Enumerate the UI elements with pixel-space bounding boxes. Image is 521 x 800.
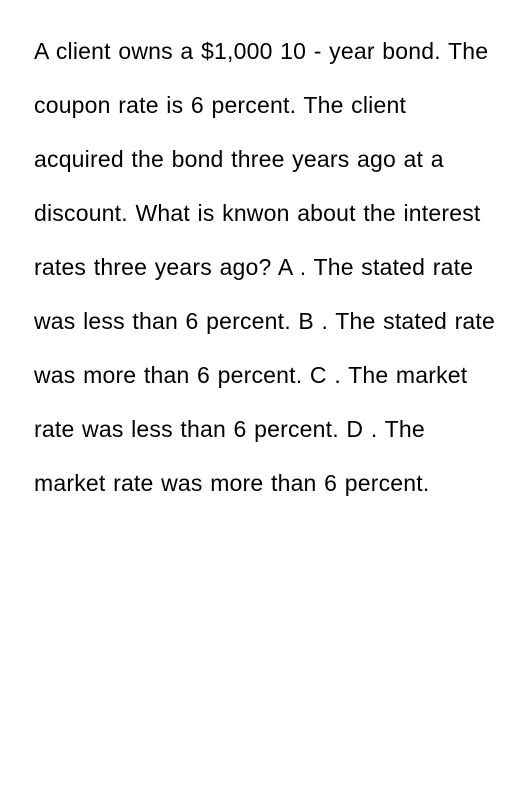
question-text: A client owns a $1,000 10 - year bond. T… xyxy=(34,24,497,510)
page-container: A client owns a $1,000 10 - year bond. T… xyxy=(0,0,521,800)
